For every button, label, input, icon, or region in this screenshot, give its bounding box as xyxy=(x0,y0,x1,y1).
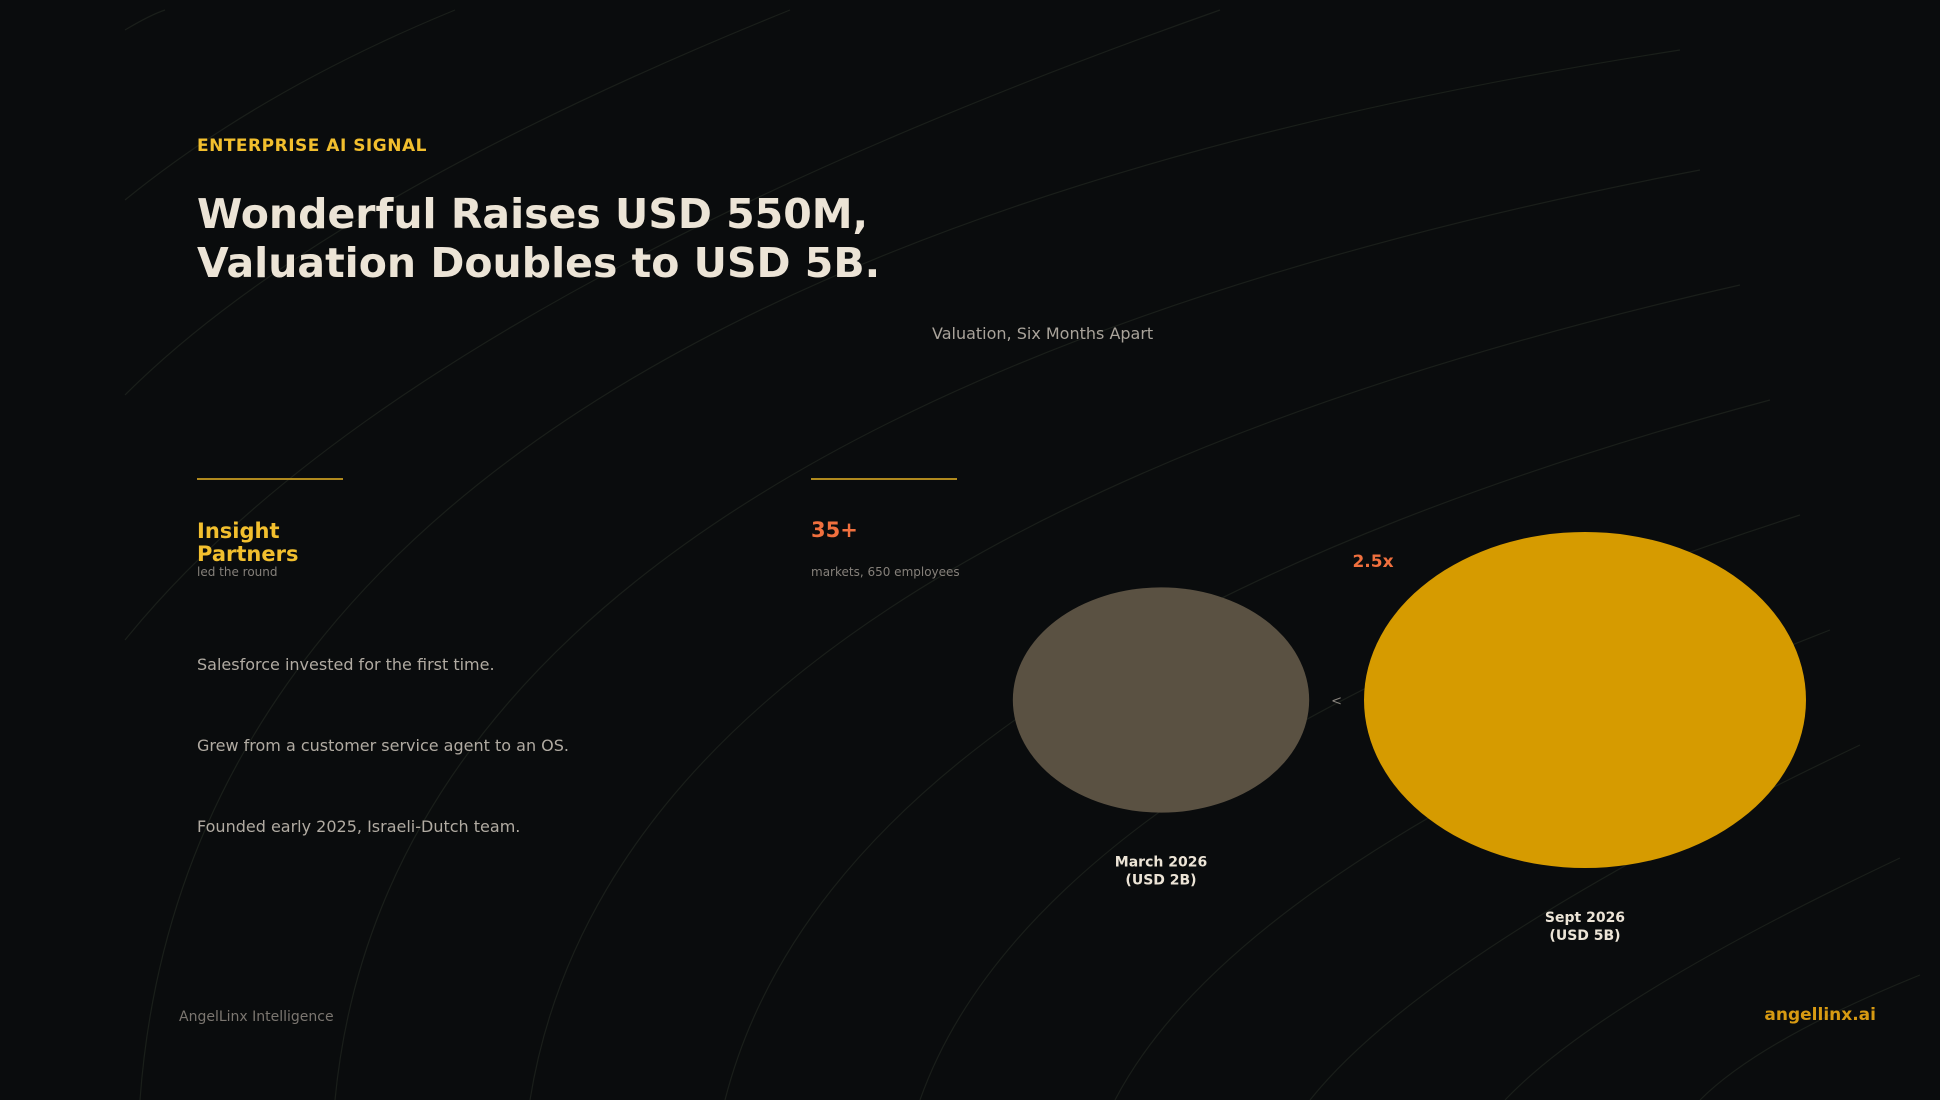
stat-divider-2 xyxy=(811,478,957,480)
footer-site-link[interactable]: angellinx.ai xyxy=(1764,1005,1876,1025)
headline-line-1: Wonderful Raises USD 550M, xyxy=(197,190,869,238)
bubble-label: Sept 2026 xyxy=(1545,910,1625,926)
stat-lead-investor-line-2: Partners xyxy=(197,542,299,566)
bubble-sept-2026 xyxy=(1364,532,1806,868)
headline-line-2: Valuation Doubles to USD 5B. xyxy=(197,239,881,287)
stat-lead-investor: Insight Partners xyxy=(197,520,298,566)
bubble-label: (USD 2B) xyxy=(1125,873,1196,889)
stat-lead-investor-caption: led the round xyxy=(197,565,278,579)
eyebrow-label: ENTERPRISE AI SIGNAL xyxy=(197,136,427,156)
stat-divider-1 xyxy=(197,478,343,480)
fact-list: Salesforce invested for the first time. … xyxy=(197,655,569,898)
bubble-label: (USD 5B) xyxy=(1549,928,1620,944)
fact-item: Founded early 2025, Israeli-Dutch team. xyxy=(197,817,521,836)
stat-lead-investor-line-1: Insight xyxy=(197,519,280,543)
headline: Wonderful Raises USD 550M, Valuation Dou… xyxy=(197,190,880,288)
comparator-symbol: < xyxy=(1331,694,1342,709)
fact-item: Grew from a customer service agent to an… xyxy=(197,736,569,755)
multiplier-label: 2.5x xyxy=(1352,552,1393,572)
stat-markets-caption: markets, 650 employees xyxy=(811,565,960,579)
bubble-march-2026 xyxy=(1012,587,1310,813)
footer-brand: AngelLinx Intelligence xyxy=(179,1009,334,1025)
fact-item: Salesforce invested for the first time. xyxy=(197,655,495,674)
chart-title: Valuation, Six Months Apart xyxy=(932,324,1154,343)
stat-markets-value: 35+ xyxy=(811,518,858,542)
bubble-label: March 2026 xyxy=(1115,855,1207,871)
